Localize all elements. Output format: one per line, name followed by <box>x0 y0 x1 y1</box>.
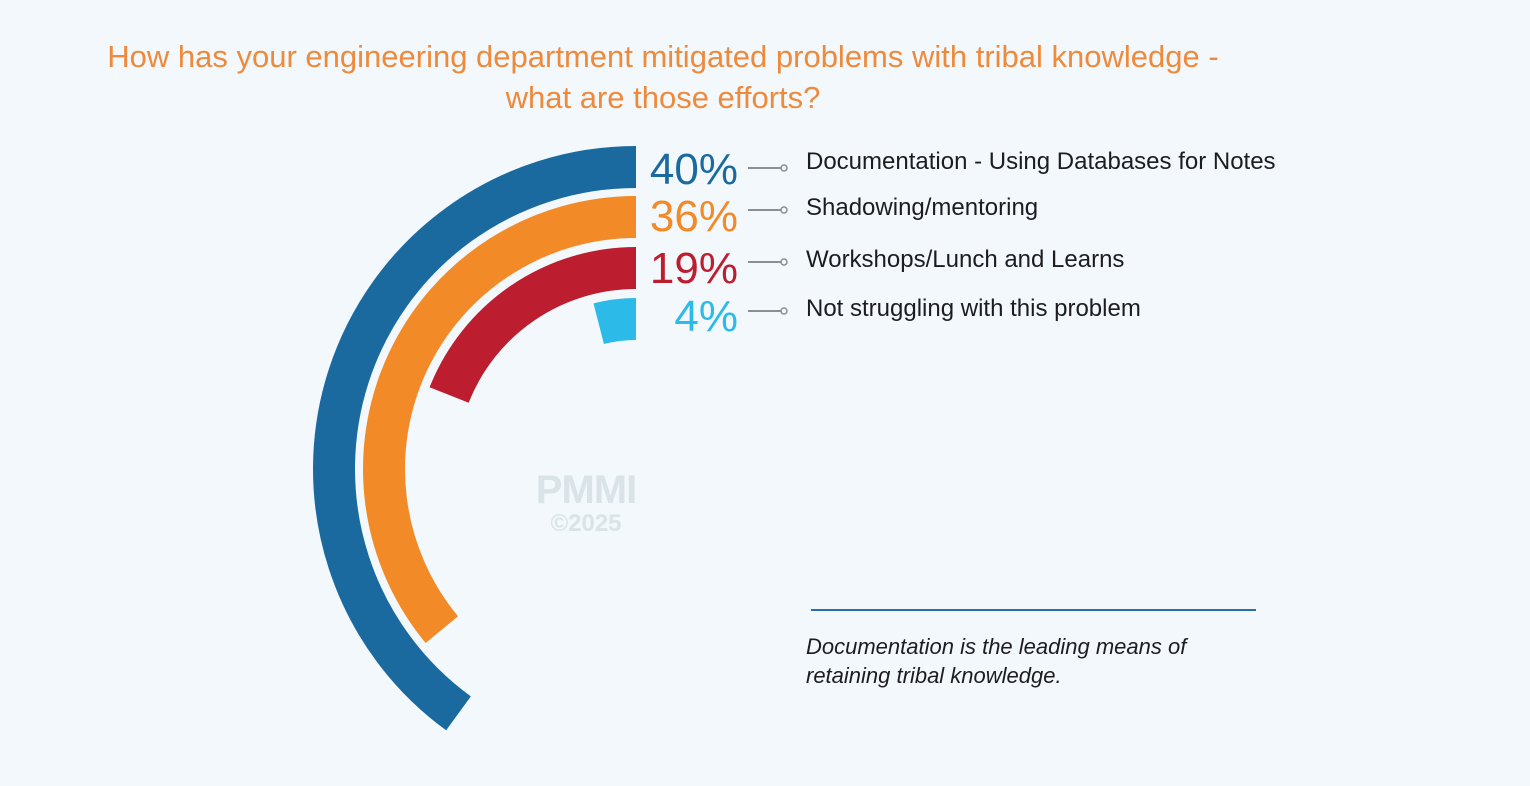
watermark-logo: PMMI <box>535 468 637 512</box>
category-label: Documentation - Using Databases for Note… <box>806 148 1276 175</box>
radial-bar <box>429 247 637 404</box>
title-line-1: How has your engineering department miti… <box>107 39 1219 74</box>
leader-dot <box>780 164 788 172</box>
title-line-2: what are those efforts? <box>505 80 821 115</box>
radial-bar <box>313 146 637 731</box>
leader-dot <box>780 258 788 266</box>
radial-bar <box>593 298 637 345</box>
radial-bar <box>363 196 637 643</box>
takeaway-note: Documentation is the leading means of re… <box>806 634 1187 688</box>
pmmi-watermark: PMMI ©2025 <box>502 470 670 538</box>
value-label: 19% <box>650 244 738 293</box>
category-label: Shadowing/mentoring <box>806 194 1039 221</box>
category-label: Workshops/Lunch and Learns <box>806 246 1125 273</box>
category-label: Not struggling with this problem <box>806 295 1141 322</box>
value-label: 4% <box>674 292 738 341</box>
note-divider <box>811 609 1256 611</box>
leader-dot <box>780 307 788 315</box>
chart-title: How has your engineering department miti… <box>0 36 1326 118</box>
leader-dot <box>780 206 788 214</box>
watermark-copyright: ©2025 <box>550 510 622 537</box>
value-label: 36% <box>650 192 738 241</box>
value-label: 40% <box>650 145 738 194</box>
